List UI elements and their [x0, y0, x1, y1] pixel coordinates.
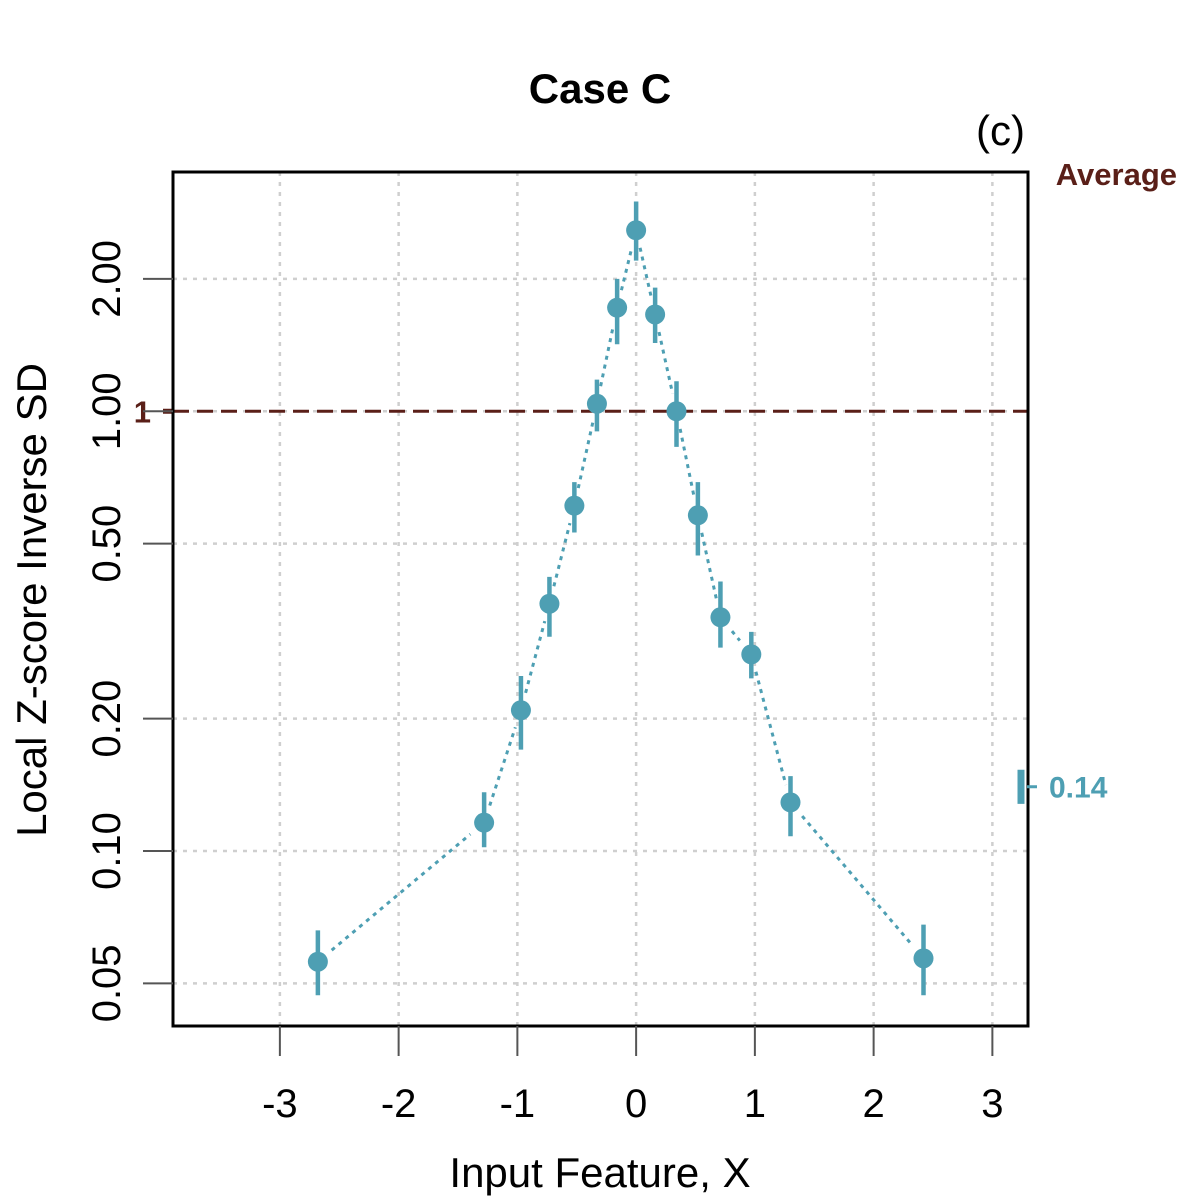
connector-segment [657, 331, 675, 395]
data-point [626, 220, 647, 241]
data-point [741, 644, 762, 665]
data-point [307, 951, 328, 972]
connector-segment [552, 522, 572, 587]
x-tick-label: 0 [625, 1082, 647, 1126]
y-axis-label: Local Z-score Inverse SD [8, 363, 55, 837]
data-point [666, 401, 687, 422]
x-tick-label: 1 [744, 1082, 766, 1126]
data-point [687, 505, 708, 526]
data-point [607, 297, 628, 318]
connector-segment [638, 247, 653, 298]
connector-segment [599, 324, 615, 387]
data-point [586, 393, 607, 414]
y-axis: 0.05 0.10 0.20 0.50 1.00 2.00 [85, 240, 173, 1022]
connector-line-group [330, 247, 913, 952]
data-point [710, 607, 731, 628]
reference-line-label: 1 [134, 394, 151, 429]
x-tick-label: -2 [381, 1082, 417, 1126]
y-tick-label: 0.50 [85, 505, 129, 583]
average-label: Average [1056, 157, 1177, 192]
data-point [780, 792, 801, 813]
y-tick-label: 2.00 [85, 240, 129, 318]
y-tick-label: 0.10 [85, 812, 129, 890]
connector-segment [754, 671, 788, 786]
connector-segment [678, 428, 696, 498]
x-tick-label: 2 [863, 1082, 885, 1126]
average-marker: 0.14 [1017, 769, 1108, 805]
data-point [474, 812, 495, 833]
panel-label: (c) [976, 107, 1025, 154]
x-tick-label: -1 [500, 1082, 536, 1126]
data-points [307, 201, 934, 996]
connector-segment [700, 532, 719, 601]
connector-segment [576, 421, 595, 489]
plot-frame [171, 170, 1030, 1028]
data-point [510, 700, 531, 721]
connector-segment [488, 726, 517, 807]
x-tick-label: 3 [981, 1082, 1003, 1126]
connector-segment [330, 833, 472, 952]
average-value-label: 0.14 [1049, 772, 1108, 805]
y-tick-label: 1.00 [85, 372, 129, 450]
connector-segment [619, 247, 634, 291]
y-tick-label: 0.20 [85, 680, 129, 758]
x-axis-label: Input Feature, X [449, 1149, 750, 1196]
connector-segment [730, 630, 741, 642]
data-point [913, 948, 934, 969]
connector-segment [801, 815, 913, 946]
y-tick-label: 0.05 [85, 944, 129, 1022]
x-tick-label: -3 [262, 1082, 298, 1126]
connector-segment [524, 620, 547, 694]
data-point [564, 495, 585, 516]
chart-title: Case C [529, 65, 671, 112]
x-axis: -3 -2 -1 0 1 2 3 [262, 1026, 1004, 1126]
grid [173, 172, 1028, 1026]
data-point [645, 304, 666, 325]
reference-line-group: 1 [134, 394, 1028, 429]
data-point [539, 593, 560, 614]
